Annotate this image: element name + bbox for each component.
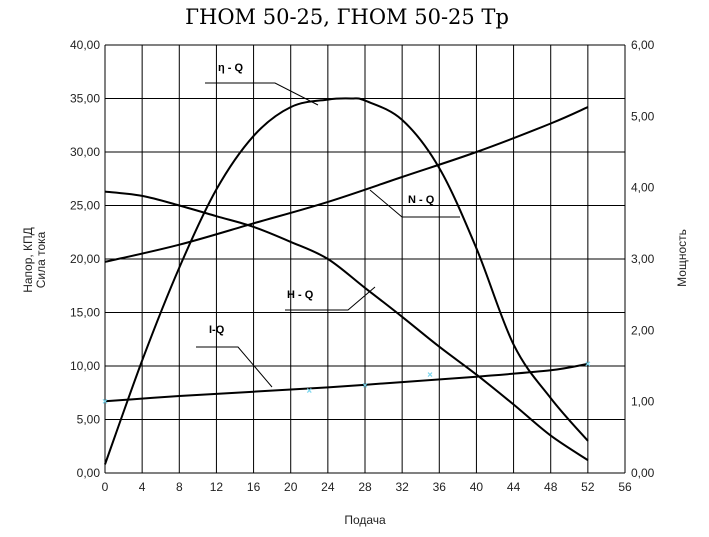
x-tick-label: 0 <box>102 480 109 494</box>
curves <box>102 97 591 465</box>
data-marker <box>585 361 591 367</box>
curve-efficiency <box>104 97 589 465</box>
y-left-tick-label: 20,00 <box>70 252 100 266</box>
y-right-tick-label: 5,00 <box>631 109 655 123</box>
x-tick-label: 56 <box>618 480 632 494</box>
y-right-tick-label: 4,00 <box>631 181 655 195</box>
chart-title: ГНОМ 50-25, ГНОМ 50-25 Тр <box>185 5 509 29</box>
curve-current <box>104 362 589 403</box>
y-axis-left-label-line2: Сила тока <box>34 231 48 288</box>
y-left-tick-label: 35,00 <box>70 92 100 106</box>
y-axis-right-label: Мощность <box>675 229 689 287</box>
x-tick-label: 24 <box>321 480 335 494</box>
curve-label: H - Q <box>287 289 314 301</box>
y-left-tick-label: 0,00 <box>77 466 101 480</box>
y-left-tick-label: 40,00 <box>70 38 100 52</box>
tick-labels: 0 4 8 12 16 20 24 28 32 36 40 44 48 52 560,005,0010,00… <box>70 38 655 494</box>
y-right-tick-label: 1,00 <box>631 395 655 409</box>
y-right-tick-label: 0,00 <box>631 466 655 480</box>
x-tick-label: 28 <box>358 480 372 494</box>
y-left-tick-label: 15,00 <box>70 306 100 320</box>
x-tick-label: 4 <box>139 480 146 494</box>
y-axis-left-label: Напор, КПД Сила тока <box>21 227 48 293</box>
x-tick-label: 52 <box>581 480 595 494</box>
x-axis-label: Подача <box>344 513 386 527</box>
y-axis-left-label-line1: Напор, КПД <box>21 227 35 293</box>
label-leader-line <box>196 346 273 388</box>
label-leader-line <box>369 189 460 218</box>
data-marker <box>362 382 368 388</box>
curve-head <box>104 190 589 462</box>
y-right-tick-label: 3,00 <box>631 252 655 266</box>
x-tick-label: 48 <box>544 480 558 494</box>
curve-power <box>104 106 589 263</box>
y-left-tick-label: 25,00 <box>70 199 100 213</box>
x-tick-label: 8 <box>176 480 183 494</box>
curve-labels: η - Q N - Q H - Q I-Q <box>196 62 460 388</box>
data-marker <box>427 372 433 377</box>
data-marker <box>102 398 108 404</box>
x-tick-label: 44 <box>507 480 521 494</box>
curve-label: N - Q <box>408 194 435 206</box>
data-marker <box>306 388 312 394</box>
x-tick-label: 20 <box>284 480 298 494</box>
label-leader-line <box>285 286 376 311</box>
x-tick-label: 32 <box>395 480 409 494</box>
y-left-tick-label: 10,00 <box>70 359 100 373</box>
curve-label: I-Q <box>209 324 225 336</box>
y-left-tick-label: 30,00 <box>70 145 100 159</box>
label-leader-line <box>205 82 319 106</box>
curve-label: η - Q <box>218 62 243 74</box>
y-left-tick-label: 5,00 <box>77 413 101 427</box>
grid <box>104 44 626 474</box>
y-right-tick-label: 2,00 <box>631 323 655 337</box>
x-tick-label: 16 <box>247 480 261 494</box>
x-tick-label: 36 <box>433 480 447 494</box>
y-right-tick-label: 6,00 <box>631 38 655 52</box>
x-tick-label: 40 <box>470 480 484 494</box>
x-tick-label: 12 <box>210 480 224 494</box>
